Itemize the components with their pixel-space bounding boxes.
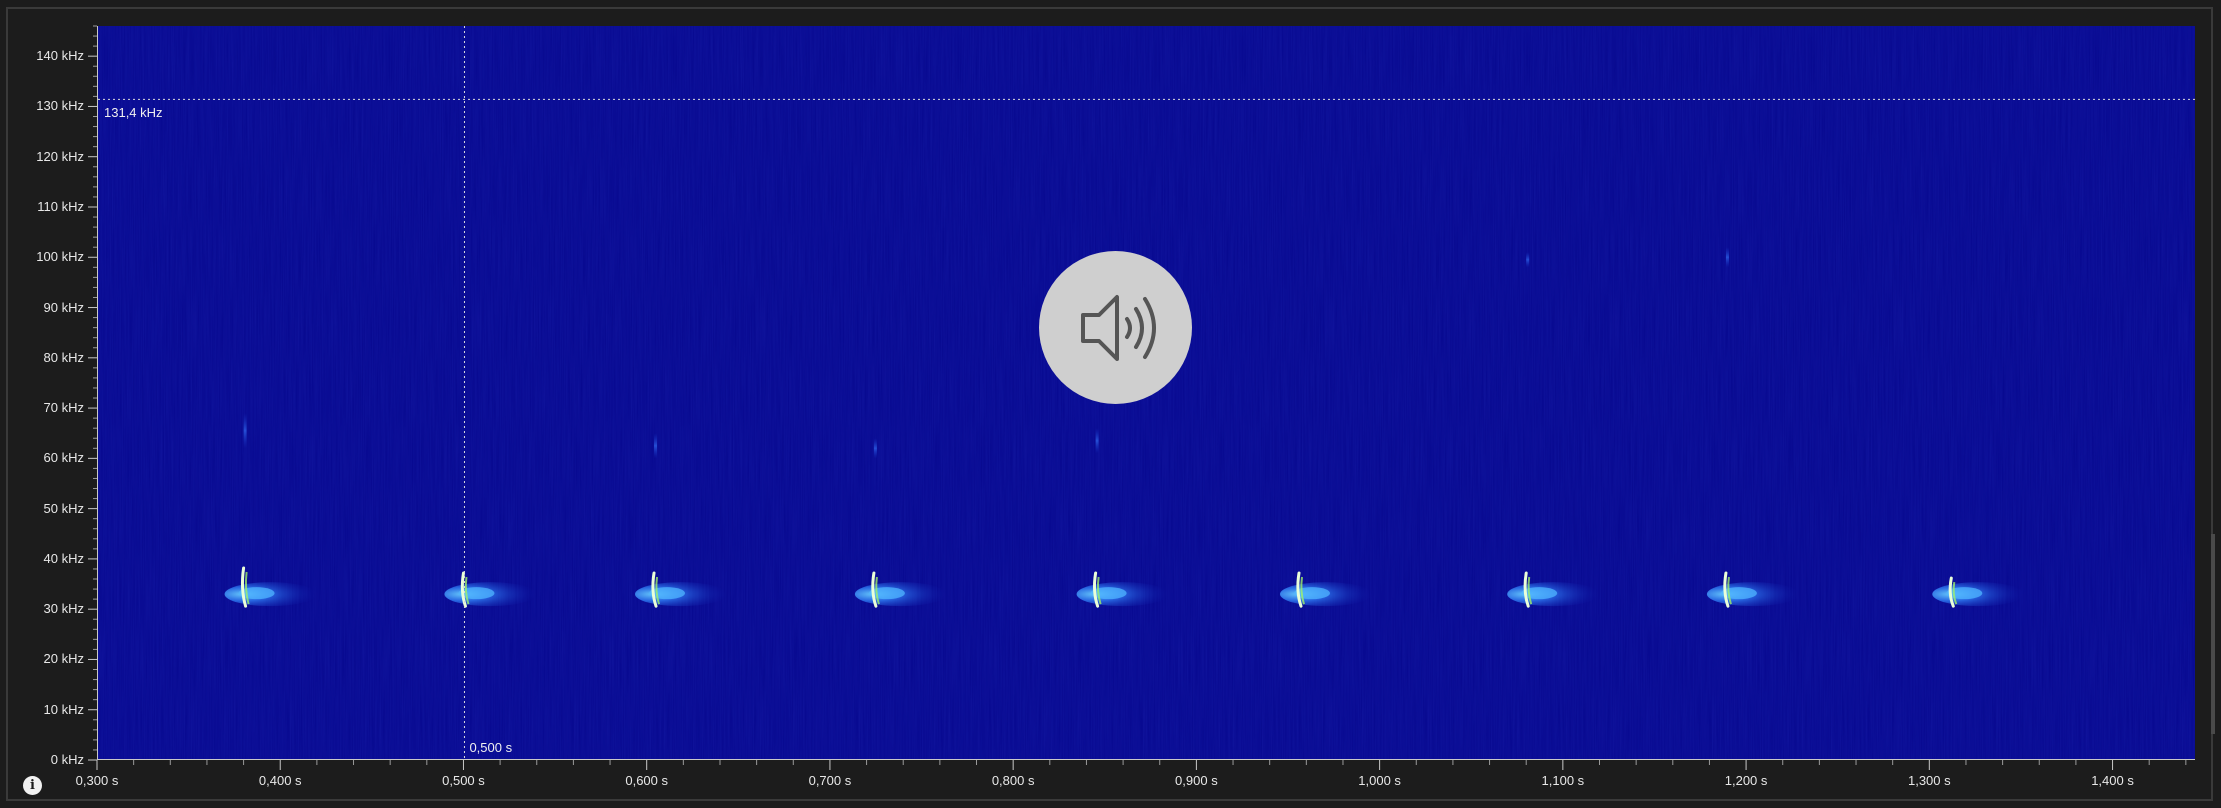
call-sweep xyxy=(871,571,878,608)
x-tick-label: 1,300 s xyxy=(1907,773,1951,788)
call-sweep-edge xyxy=(1096,576,1102,605)
echolocation-call xyxy=(854,438,947,608)
play-audio-button[interactable] xyxy=(1039,251,1192,404)
call-sweep-edge xyxy=(1527,576,1533,605)
cursor-time-readout: 0,500 s xyxy=(469,740,513,755)
y-tick-label: 80 kHz xyxy=(43,349,84,365)
cursor-frequency-readout: 131,4 kHz xyxy=(104,105,163,121)
x-tick-label: 0,400 s xyxy=(258,773,302,788)
info-icon[interactable]: i xyxy=(23,776,42,795)
call-harmonic xyxy=(873,438,877,459)
x-tick-label: 0,300 s xyxy=(75,773,119,788)
echolocation-call xyxy=(1076,428,1169,608)
call-sweep-edge xyxy=(1727,576,1732,605)
echolocation-call xyxy=(635,433,728,608)
x-tick-label: 0,800 s xyxy=(991,773,1035,788)
echolocation-call xyxy=(224,413,317,608)
x-tick-label: 1,400 s xyxy=(2091,773,2134,788)
x-tick-label: 1,100 s xyxy=(1541,773,1585,788)
call-sweep xyxy=(1523,571,1530,608)
call-sweep xyxy=(1948,576,1955,608)
call-sweep xyxy=(1296,571,1303,608)
y-tick-label: 100 kHz xyxy=(36,249,84,265)
echolocation-call xyxy=(1706,247,1799,608)
call-harmonic xyxy=(1095,428,1099,454)
echolocation-calls xyxy=(224,247,2025,608)
echolocation-call xyxy=(444,571,537,608)
call-sweep xyxy=(1723,571,1730,608)
y-tick-label: 140 kHz xyxy=(36,48,84,64)
speaker-volume-icon xyxy=(1080,294,1156,361)
y-tick-label: 110 kHz xyxy=(37,198,84,214)
echolocation-call xyxy=(1279,571,1372,608)
vertical-scrollbar[interactable] xyxy=(2210,24,2218,794)
echolocation-call xyxy=(1507,252,1600,608)
x-tick-label: 0,700 s xyxy=(808,773,852,788)
call-sweep-edge xyxy=(244,571,250,605)
y-tick-label: 120 kHz xyxy=(36,148,84,164)
call-harmonic xyxy=(243,413,247,449)
y-tick-label: 50 kHz xyxy=(43,500,84,516)
y-tick-label: 40 kHz xyxy=(43,550,84,566)
x-tick-label: 1,200 s xyxy=(1724,773,1768,788)
y-tick-label: 60 kHz xyxy=(43,450,84,466)
call-sweep-edge xyxy=(875,576,880,605)
x-tick-label: 0,500 s xyxy=(442,773,485,788)
call-harmonic xyxy=(1725,247,1729,268)
x-axis-ticks xyxy=(96,760,2187,770)
call-sweep-edge xyxy=(1300,576,1305,605)
y-tick-label: 130 kHz xyxy=(36,98,84,114)
call-sweep xyxy=(651,571,658,608)
call-sweep-edge xyxy=(655,576,660,605)
call-sweep xyxy=(240,566,248,608)
x-tick-label: 1,000 s xyxy=(1358,773,1401,788)
y-tick-label: 30 kHz xyxy=(43,601,84,617)
call-core xyxy=(1946,587,1983,600)
call-sweep xyxy=(460,571,467,608)
call-harmonic xyxy=(654,433,658,459)
call-sweep-edge xyxy=(464,576,470,605)
y-tick-label: 20 kHz xyxy=(43,651,84,667)
y-tick-label: 0 kHz xyxy=(50,752,84,767)
y-tick-label: 70 kHz xyxy=(43,400,84,416)
call-sweep-edge xyxy=(1952,581,1958,605)
x-tick-label: 0,600 s xyxy=(625,773,669,788)
y-tick-label: 10 kHz xyxy=(43,701,84,717)
cursor-crosshair xyxy=(98,26,2195,759)
call-harmonic xyxy=(1526,252,1530,268)
y-axis-ticks xyxy=(88,25,97,761)
x-tick-label: 0,900 s xyxy=(1175,773,1218,788)
call-sweep xyxy=(1092,571,1100,608)
echolocation-call xyxy=(1932,576,2025,608)
y-tick-label: 90 kHz xyxy=(43,299,84,315)
scrollbar-thumb[interactable] xyxy=(2211,534,2215,734)
